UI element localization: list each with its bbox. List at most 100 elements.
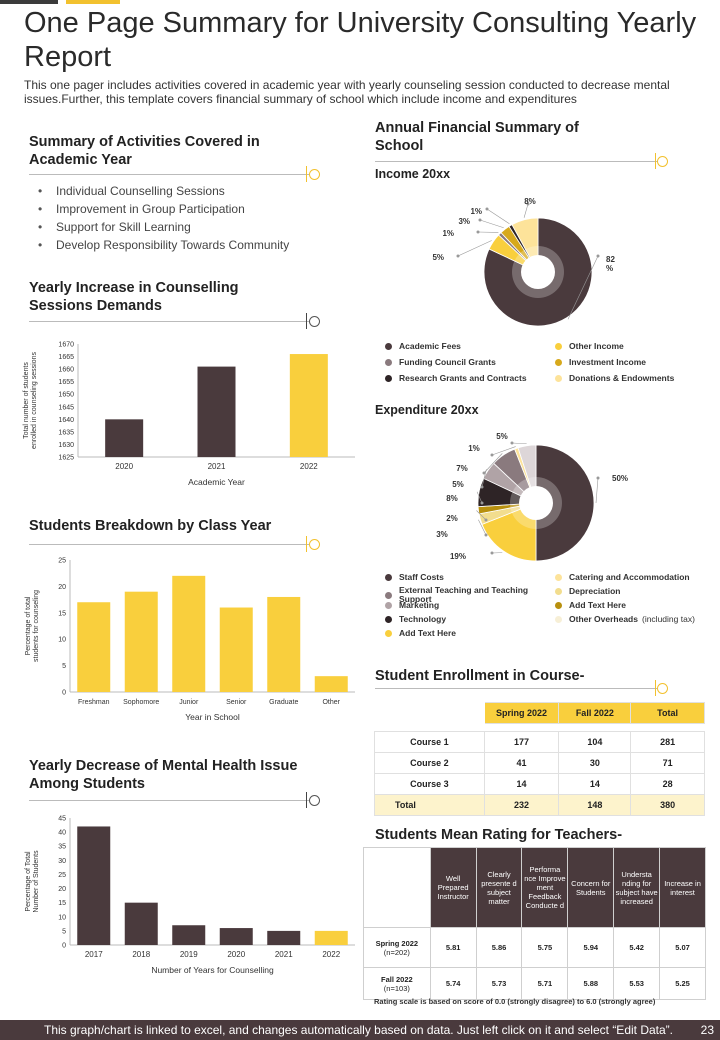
legend-label: External Teaching and Teaching Support	[399, 585, 529, 604]
legend-swatch	[385, 591, 392, 599]
section-divider	[29, 174, 309, 175]
table-cell: 380	[630, 794, 705, 816]
x-tick-label: Senior	[226, 699, 247, 706]
leader-line	[483, 453, 503, 474]
donut-hole	[521, 255, 555, 289]
legend-label: Catering and Accommodation	[569, 572, 690, 582]
enrollment-table: Spring 2022 Fall 2022 Total Course 1 177…	[374, 702, 705, 816]
x-tick-label: 2021	[275, 950, 293, 959]
table-cell: 148	[558, 794, 632, 816]
y-axis-label-line: Percentage of Total	[25, 851, 32, 912]
legend-swatch	[555, 358, 562, 366]
x-tick-label: 2020	[227, 950, 245, 959]
slice-1	[535, 444, 595, 562]
table-header-row: Spring 2022 Fall 2022 Total	[374, 702, 705, 724]
list-item: Develop Responsibility Towards Community	[30, 236, 320, 254]
legend-swatch	[385, 342, 392, 350]
section-divider	[29, 321, 309, 322]
slice-label: 8%	[446, 494, 458, 503]
table-cell: Concern for Students	[567, 847, 615, 928]
y-tick-label: 1650	[58, 392, 74, 399]
legend-swatch	[555, 587, 562, 595]
table-cell: Course 1	[374, 731, 485, 753]
table-cell: 5.73	[475, 967, 523, 1000]
x-tick-label: Junior	[179, 699, 199, 706]
legend-item: Marketing	[385, 600, 439, 610]
table-cell: Spring 2022	[483, 702, 560, 724]
slice-label: 19%	[450, 552, 466, 561]
y-tick-label: 5	[62, 663, 66, 670]
x-tick-label: 2022	[300, 462, 318, 471]
legend-swatch	[555, 615, 562, 623]
table-spacer-row	[375, 724, 705, 732]
legend-label-suffix: (including tax)	[641, 614, 695, 624]
y-tick-label: 15	[58, 610, 66, 617]
leader-dot	[480, 501, 484, 505]
financial-title: Annual Financial Summary of School	[375, 120, 579, 154]
legend-swatch	[555, 573, 562, 581]
expenditure-donut-chart: 50% 19% 3% 2% 8% 5% 7% 1% 5%	[436, 432, 628, 562]
legend-item: Other Income	[555, 341, 624, 351]
leader-line	[511, 442, 527, 445]
divider-tick	[306, 536, 307, 552]
leader-dot	[482, 471, 486, 475]
legend-label: Funding Council Grants	[399, 357, 496, 367]
legend-item: Academic Fees	[385, 341, 461, 351]
bar-sophomore	[124, 591, 158, 692]
legend-item: Catering and Accommodation	[555, 572, 690, 582]
counselling-chart-title: Yearly Increase in Counselling Sessions …	[29, 280, 239, 314]
y-tick-label: 1625	[58, 455, 74, 462]
leader-dot	[484, 518, 488, 522]
legend-item: Add Text Here	[385, 628, 456, 638]
y-tick-label: 10	[58, 914, 66, 921]
y-axis-label-line: Total number of students	[23, 362, 30, 439]
divider-tick	[655, 153, 656, 169]
y-tick-label: 1660	[58, 367, 74, 374]
y-axis-label-line: enrolled in counseling sessions	[31, 352, 38, 449]
section-divider	[375, 688, 660, 689]
leader-dot	[480, 485, 484, 489]
divider-marker	[309, 539, 320, 550]
table-cell: Performa nce Improve ment Feedback Condu…	[521, 847, 569, 928]
counselling-bar-chart: 1625 1630 1635 1640 1645 1650 1655 1660 1665 1670…	[23, 342, 355, 487]
x-tick-label: Other	[322, 699, 340, 706]
expenditure-title: Expenditure 20xx	[375, 403, 479, 417]
divider-tick	[306, 166, 307, 182]
x-tick-label: Freshman	[78, 699, 110, 706]
table-cell: Increase in interest	[659, 847, 706, 928]
page-title: One Page Summary for University Consulti…	[24, 7, 697, 73]
leader-line	[567, 255, 599, 320]
section-divider	[29, 544, 309, 545]
slice-label: 1%	[468, 444, 480, 453]
legend-label: Investment Income	[569, 357, 646, 367]
leader-dot	[456, 254, 460, 258]
leader-dot	[510, 441, 514, 445]
leader-dot	[596, 254, 600, 258]
legend-item: Add Text Here	[555, 600, 626, 610]
divider-tick	[306, 792, 307, 808]
slice-label: 1%	[470, 207, 482, 216]
table-cell: Total	[374, 794, 485, 816]
leader-line	[523, 203, 529, 218]
mental-chart-title: Yearly Decrease of Mental Health Issue A…	[29, 758, 298, 792]
y-axis-label-line: Percentage of total	[25, 596, 32, 655]
legend-item: Technology	[385, 614, 446, 624]
bar-graduate	[267, 596, 301, 692]
table-cell: Understa nding for subject have increase…	[613, 847, 661, 928]
x-tick-label: 2019	[180, 950, 198, 959]
legend-item: Investment Income	[555, 357, 646, 367]
x-axis-label: Number of Years for Counselling	[151, 965, 274, 975]
slice-label: 7%	[456, 464, 468, 473]
table-cell: Spring 2022 (n=202)	[363, 927, 431, 968]
y-tick-label: 20	[58, 886, 66, 893]
table-total-row: Total 232 148 380	[374, 794, 705, 816]
x-axis-label: Academic Year	[188, 477, 245, 487]
legend-swatch	[385, 358, 392, 366]
x-tick-label: Sophomore	[123, 699, 159, 706]
bar-2019	[172, 925, 206, 945]
mental-bar-chart: 0 5 10 15 20 25 30 35 40 45 2017 2018 2019 2020 2021 20…	[25, 816, 355, 975]
top-accent-yellow	[66, 0, 120, 4]
table-cell: Course 3	[374, 773, 485, 795]
legend-swatch	[555, 342, 562, 350]
rating-note: Rating scale is based on score of 0.0 (s…	[374, 997, 656, 1006]
